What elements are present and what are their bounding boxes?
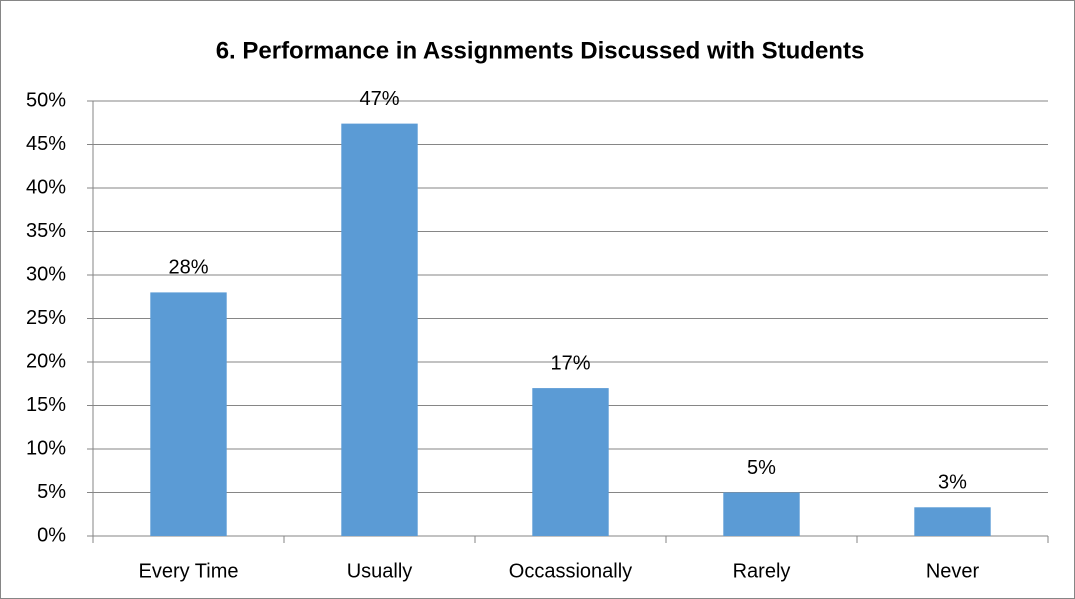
bar [150, 292, 227, 536]
y-tick-label: 50% [26, 89, 66, 111]
y-tick-label: 10% [26, 437, 66, 459]
y-tick-label: 35% [26, 220, 66, 242]
y-tick-label: 0% [37, 524, 66, 546]
data-label: 3% [938, 472, 967, 494]
y-tick-label: 40% [26, 176, 66, 198]
data-label: 17% [550, 352, 590, 374]
y-tick-label: 5% [37, 481, 66, 503]
x-tick-label: Every Time [138, 560, 238, 582]
chart-title: 6. Performance in Assignments Discussed … [216, 37, 865, 64]
x-tick-label: Occassionally [509, 560, 632, 582]
y-tick-label: 20% [26, 350, 66, 372]
y-tick-label: 25% [26, 307, 66, 329]
data-label: 47% [359, 88, 399, 110]
y-tick-label: 30% [26, 263, 66, 285]
data-label: 5% [747, 457, 776, 479]
bar [532, 388, 609, 536]
bar [723, 492, 800, 536]
x-tick-label: Usually [347, 560, 413, 582]
data-label: 28% [168, 257, 208, 279]
bar [341, 123, 418, 537]
bar [914, 507, 991, 536]
x-tick-label: Rarely [733, 560, 791, 582]
x-tick-label: Never [926, 560, 980, 582]
y-tick-label: 45% [26, 133, 66, 155]
y-tick-label: 15% [26, 394, 66, 416]
